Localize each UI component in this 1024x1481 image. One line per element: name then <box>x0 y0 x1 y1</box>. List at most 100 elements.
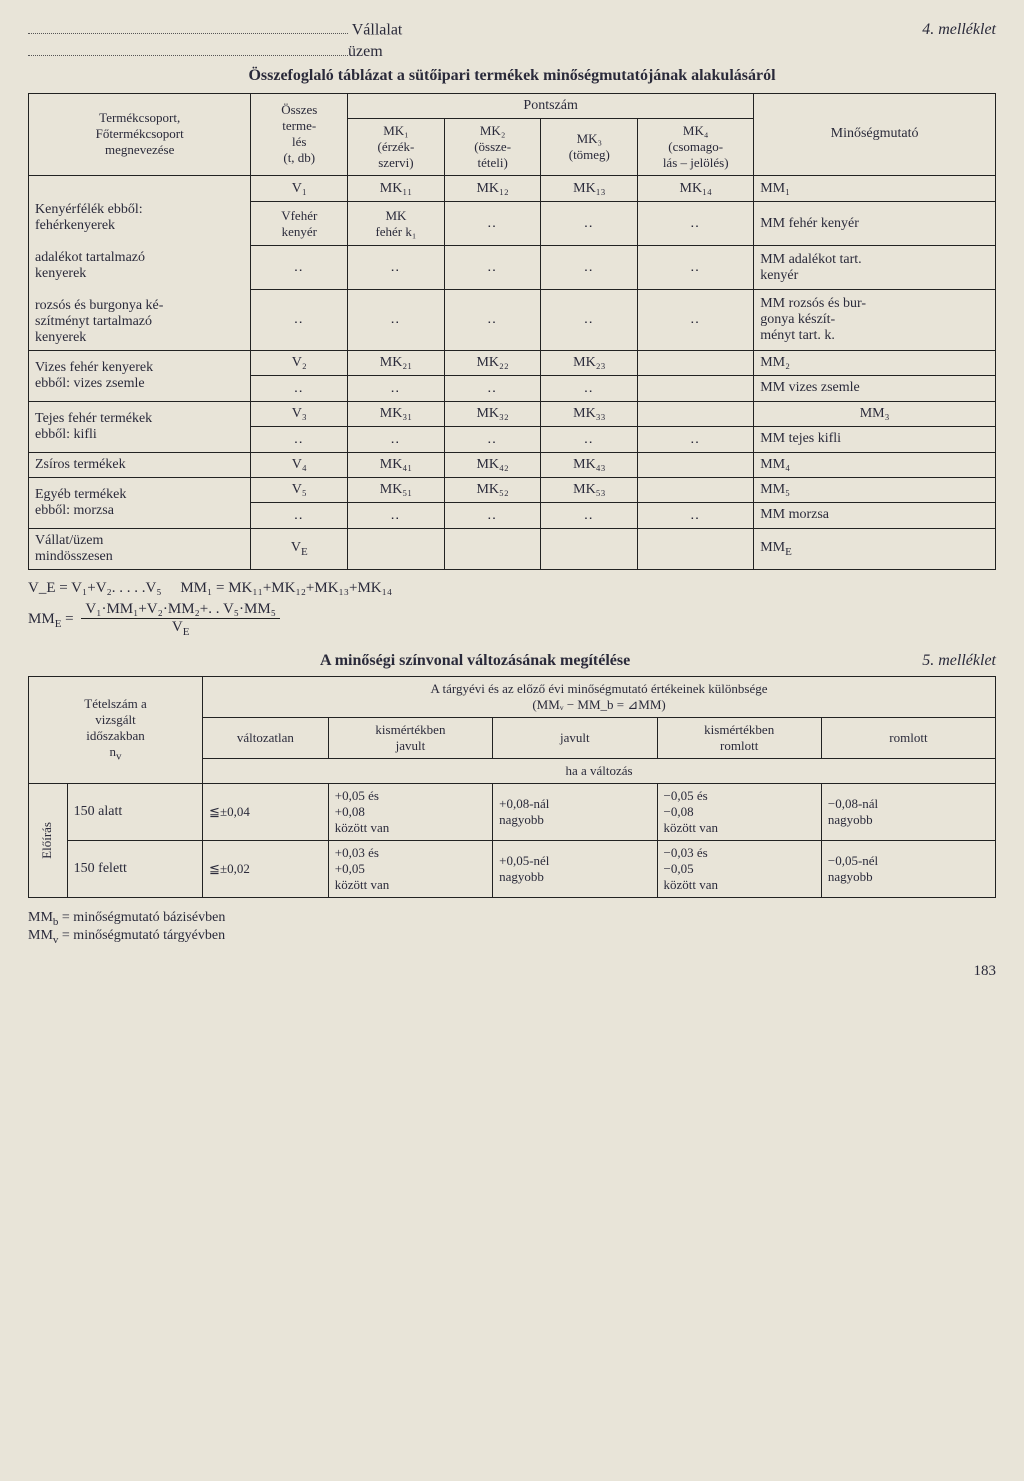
cell: ‥ <box>638 246 754 290</box>
formula-2-den: VE <box>81 619 280 638</box>
cell: MK₂₂ <box>444 350 541 375</box>
cell: MK₄₂ <box>444 452 541 477</box>
cell: MK₁₁ <box>348 175 445 202</box>
cell: ‥ <box>444 246 541 290</box>
cell <box>638 375 754 401</box>
cell: ‥ <box>251 246 348 290</box>
formula-block: V_E = V₁+V₂. . . . .V₅ MM₁ = MK₁₁+MK₁₂+M… <box>28 580 996 638</box>
cell <box>348 528 445 569</box>
cell <box>638 350 754 375</box>
section2-header: A minőségi színvonal változásának megíté… <box>28 652 996 670</box>
row-label: Zsíros termékek <box>29 452 251 477</box>
cell: ‥ <box>348 426 445 452</box>
cell: MM₂ <box>754 350 996 375</box>
header-line-1: Vállalat 4. melléklet <box>28 20 996 39</box>
cell: ‥ <box>541 202 638 246</box>
th-left: Tételszám a vizsgált időszakban nv <box>29 676 203 783</box>
cell: +0,08-nál nagyobb <box>493 783 657 840</box>
cell: −0,05-nél nagyobb <box>821 840 995 897</box>
legend-line-2: MMv = minőségmutató tárgyévben <box>28 928 996 946</box>
cell <box>638 452 754 477</box>
cell <box>638 401 754 426</box>
cell: ‥ <box>541 375 638 401</box>
cell: MK₄₃ <box>541 452 638 477</box>
cell: +0,03 és +0,05 között van <box>328 840 492 897</box>
cell: ‥ <box>251 426 348 452</box>
row-label: Egyéb termékek ebből: morzsa <box>29 477 251 528</box>
formula-1b: MM₁ = MK₁₁+MK₁₂+MK₁₃+MK₁₄ <box>180 580 392 596</box>
cell: ‥ <box>541 502 638 528</box>
plant-label: üzem <box>348 43 383 61</box>
cell: V₅ <box>251 477 348 502</box>
formula-2-left: MME = <box>28 611 74 627</box>
section2-title: A minőségi színvonal változásának megíté… <box>320 652 630 670</box>
cell: ‥ <box>348 289 445 350</box>
cell: V₁ <box>251 175 348 202</box>
attachment-1: 4. melléklet <box>922 21 996 39</box>
th-mk2: MK₂ (össze- tételi) <box>444 118 541 175</box>
row-label: Vállat/üzem mindösszesen <box>29 528 251 569</box>
cell: MM₄ <box>754 452 996 477</box>
th-col: romlott <box>821 717 995 758</box>
th-col: változatlan <box>203 717 329 758</box>
cell: V₂ <box>251 350 348 375</box>
cell: Vfehér kenyér <box>251 202 348 246</box>
company-label: Vállalat <box>352 21 403 38</box>
cell: −0,08-nál nagyobb <box>821 783 995 840</box>
cell: V₃ <box>251 401 348 426</box>
cell: MK₁₂ <box>444 175 541 202</box>
row-label: Tejes fehér termékek ebből: kifli <box>29 401 251 452</box>
cell <box>638 477 754 502</box>
cell: MK₅₁ <box>348 477 445 502</box>
formula-1a: V_E = V₁+V₂. . . . .V₅ <box>28 580 162 596</box>
cell: MK₁₃ <box>541 175 638 202</box>
legend-line-1: MMb = minőségmutató bázisévben <box>28 910 996 928</box>
cell: ‥ <box>348 502 445 528</box>
cell: MK₂₁ <box>348 350 445 375</box>
th-sub-span: ha a változás <box>203 758 996 783</box>
cell: MM₅ <box>754 477 996 502</box>
summary-table: Termékcsoport, Főtermékcsoport megnevezé… <box>28 93 996 570</box>
attachment-2: 5. melléklet <box>922 652 996 670</box>
cell: MK₅₂ <box>444 477 541 502</box>
row-label: Vizes fehér kenyerek ebből: vizes zsemle <box>29 350 251 401</box>
cell: MK₃₁ <box>348 401 445 426</box>
cell: −0,03 és −0,05 között van <box>657 840 821 897</box>
cell: MK₁₄ <box>638 175 754 202</box>
th-col: kismértékben javult <box>328 717 492 758</box>
cell: ‥ <box>638 289 754 350</box>
cell <box>638 528 754 569</box>
cell: ‥ <box>444 202 541 246</box>
formula-2-num: V₁·MM₁+V₂·MM₂+. . V₅·MM₅ <box>81 601 280 619</box>
cell: ≦±0,04 <box>203 783 329 840</box>
cell: MM₃ <box>754 401 996 426</box>
cell: +0,05 és +0,08 között van <box>328 783 492 840</box>
cell: ‥ <box>638 426 754 452</box>
cell: ‥ <box>251 375 348 401</box>
cell: ‥ <box>348 246 445 290</box>
cell <box>541 528 638 569</box>
change-table: Tételszám a vizsgált időszakban nv A tár… <box>28 676 996 898</box>
cell: MK₂₃ <box>541 350 638 375</box>
cell: −0,05 és −0,08 között van <box>657 783 821 840</box>
cell: ‥ <box>638 502 754 528</box>
cell: MK₃₂ <box>444 401 541 426</box>
cell: MK₄₁ <box>348 452 445 477</box>
rotated-label: Előírás <box>29 783 68 897</box>
cell: MM vizes zsemle <box>754 375 996 401</box>
row-label: 150 alatt <box>67 783 202 840</box>
cell: MK fehér k₁ <box>348 202 445 246</box>
cell: ‥ <box>348 375 445 401</box>
cell: MM adalékot tart. kenyér <box>754 246 996 290</box>
cell: MM rozsós és bur- gonya készít- ményt ta… <box>754 289 996 350</box>
cell: V₄ <box>251 452 348 477</box>
legend: MMb = minőségmutató bázisévben MMv = min… <box>28 910 996 946</box>
table1-title: Összefoglaló táblázat a sütőipari termék… <box>28 67 996 85</box>
cell: MM morzsa <box>754 502 996 528</box>
th-mk1: MK₁ (érzék- szervi) <box>348 118 445 175</box>
cell: ≦±0,02 <box>203 840 329 897</box>
header-line-2: üzem <box>28 41 996 60</box>
th-mk3: MK₃ (tömeg) <box>541 118 638 175</box>
th-pontszam: Pontszám <box>348 93 754 118</box>
th-mk4: MK₄ (csomago- lás – jelölés) <box>638 118 754 175</box>
